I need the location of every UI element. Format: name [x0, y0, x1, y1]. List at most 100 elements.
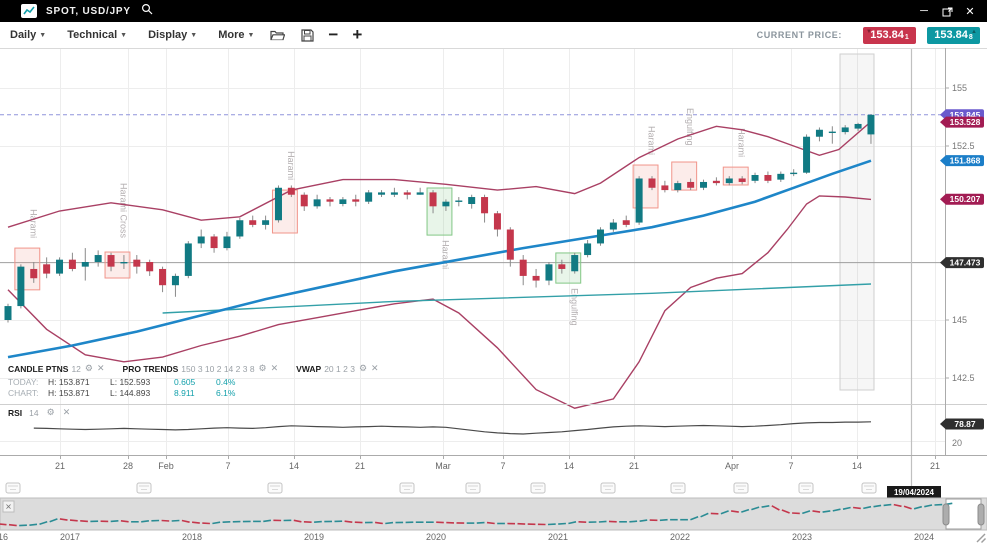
candle[interactable]: [30, 262, 38, 283]
candle[interactable]: [777, 171, 785, 182]
overview-close-button[interactable]: ✕: [2, 500, 15, 513]
open-chart-button[interactable]: [270, 29, 286, 41]
calendar-event-icon[interactable]: [530, 482, 546, 494]
calendar-event-icon[interactable]: [670, 482, 686, 494]
candle[interactable]: [365, 190, 373, 204]
calendar-event-icon[interactable]: [399, 482, 415, 494]
candle[interactable]: [532, 268, 540, 288]
candle[interactable]: [416, 187, 424, 195]
date-axis[interactable]: 21 28 Feb 7 14 21 Mar 7 14 21 Apr 7 14 21: [55, 455, 940, 471]
candle[interactable]: [519, 255, 527, 286]
candle[interactable]: [725, 176, 733, 186]
gear-icon[interactable]: ⚙: [358, 363, 368, 373]
overview-strip[interactable]: ✕: [0, 497, 987, 531]
candle[interactable]: [442, 199, 450, 211]
close-icon[interactable]: ✕: [371, 363, 379, 373]
candle[interactable]: [120, 255, 128, 269]
window-minimize-button[interactable]: ─: [920, 5, 928, 17]
candle[interactable]: [4, 303, 12, 323]
candle[interactable]: [17, 264, 25, 309]
search-icon[interactable]: [141, 2, 153, 20]
gear-icon[interactable]: ⚙: [46, 407, 55, 417]
candle[interactable]: [378, 190, 386, 198]
candle[interactable]: [609, 219, 617, 232]
menu-more[interactable]: More ▼: [218, 29, 255, 41]
menu-daily[interactable]: Daily ▼: [10, 29, 47, 41]
candle[interactable]: [455, 197, 463, 207]
close-icon[interactable]: ✕: [270, 363, 279, 373]
candle[interactable]: [236, 217, 244, 239]
selection-handle-right[interactable]: [977, 503, 985, 526]
resize-corner-handle[interactable]: [976, 533, 986, 543]
candle[interactable]: [687, 178, 695, 191]
candle[interactable]: [223, 231, 231, 251]
candle[interactable]: [584, 239, 592, 258]
calendar-event-icon[interactable]: [465, 482, 481, 494]
calendar-event-icon[interactable]: [798, 482, 814, 494]
zoom-in-button[interactable]: +: [352, 25, 363, 44]
candle[interactable]: [262, 215, 270, 230]
close-icon[interactable]: ✕: [62, 407, 71, 417]
calendar-event-icon[interactable]: [733, 482, 749, 494]
indicator-chip-candle-ptns[interactable]: CANDLE PTNS 12 ⚙ ✕: [8, 363, 105, 374]
window-restore-button[interactable]: [940, 4, 954, 18]
calendar-event-icon[interactable]: [136, 482, 152, 494]
candle[interactable]: [43, 257, 51, 279]
menu-technical[interactable]: Technical ▼: [67, 29, 128, 41]
candle[interactable]: [184, 241, 192, 279]
candle[interactable]: [171, 273, 179, 297]
candle[interactable]: [403, 190, 411, 200]
indicator-chip-pro-trends[interactable]: PRO TRENDS 150 3 10 2 14 2 3 8 ⚙ ✕: [123, 363, 279, 374]
menu-display[interactable]: Display ▼: [148, 29, 198, 41]
candle[interactable]: [764, 171, 772, 184]
candle[interactable]: [249, 215, 257, 228]
zoom-out-button[interactable]: −: [328, 25, 339, 44]
candle[interactable]: [803, 134, 811, 174]
candle[interactable]: [133, 255, 141, 274]
candle[interactable]: [622, 215, 630, 228]
candle[interactable]: [648, 176, 656, 191]
gear-icon[interactable]: ⚙: [84, 363, 93, 373]
candle[interactable]: [390, 187, 398, 198]
candle[interactable]: [506, 227, 514, 267]
candle[interactable]: [596, 227, 604, 246]
calendar-event-icon[interactable]: [861, 482, 877, 494]
candle[interactable]: [352, 194, 360, 207]
candle[interactable]: [313, 194, 321, 209]
candle[interactable]: [107, 252, 115, 272]
save-chart-button[interactable]: [301, 28, 315, 42]
candle[interactable]: [790, 169, 798, 177]
candle[interactable]: [56, 257, 64, 276]
candle[interactable]: [712, 177, 720, 186]
candle[interactable]: [481, 194, 489, 223]
candle[interactable]: [635, 176, 643, 225]
candle[interactable]: [146, 259, 154, 276]
candle[interactable]: [159, 266, 167, 293]
candle[interactable]: [493, 210, 501, 237]
calendar-event-icon[interactable]: [600, 482, 616, 494]
candle[interactable]: [68, 252, 76, 272]
candle[interactable]: [828, 126, 836, 144]
gear-icon[interactable]: ⚙: [258, 363, 267, 373]
candle[interactable]: [545, 262, 553, 286]
candle[interactable]: [854, 122, 862, 131]
calendar-event-icon[interactable]: [5, 482, 21, 494]
selection-handle-left[interactable]: [942, 503, 950, 526]
indicator-chip-vwap[interactable]: VWAP 20 1 2 3 ⚙ ✕: [296, 363, 378, 374]
close-icon[interactable]: ✕: [97, 363, 105, 373]
window-close-button[interactable]: ✕: [965, 5, 975, 18]
candle[interactable]: [274, 185, 282, 223]
candle[interactable]: [661, 180, 669, 193]
candle[interactable]: [339, 197, 347, 207]
candle[interactable]: [287, 185, 295, 198]
candle[interactable]: [300, 192, 308, 211]
candle[interactable]: [94, 250, 102, 267]
candle[interactable]: [841, 125, 849, 135]
candle[interactable]: [558, 259, 566, 274]
candle[interactable]: [210, 234, 218, 253]
candle[interactable]: [326, 197, 334, 207]
candle[interactable]: [700, 179, 708, 191]
calendar-event-icon[interactable]: [267, 482, 283, 494]
candle[interactable]: [81, 248, 89, 281]
